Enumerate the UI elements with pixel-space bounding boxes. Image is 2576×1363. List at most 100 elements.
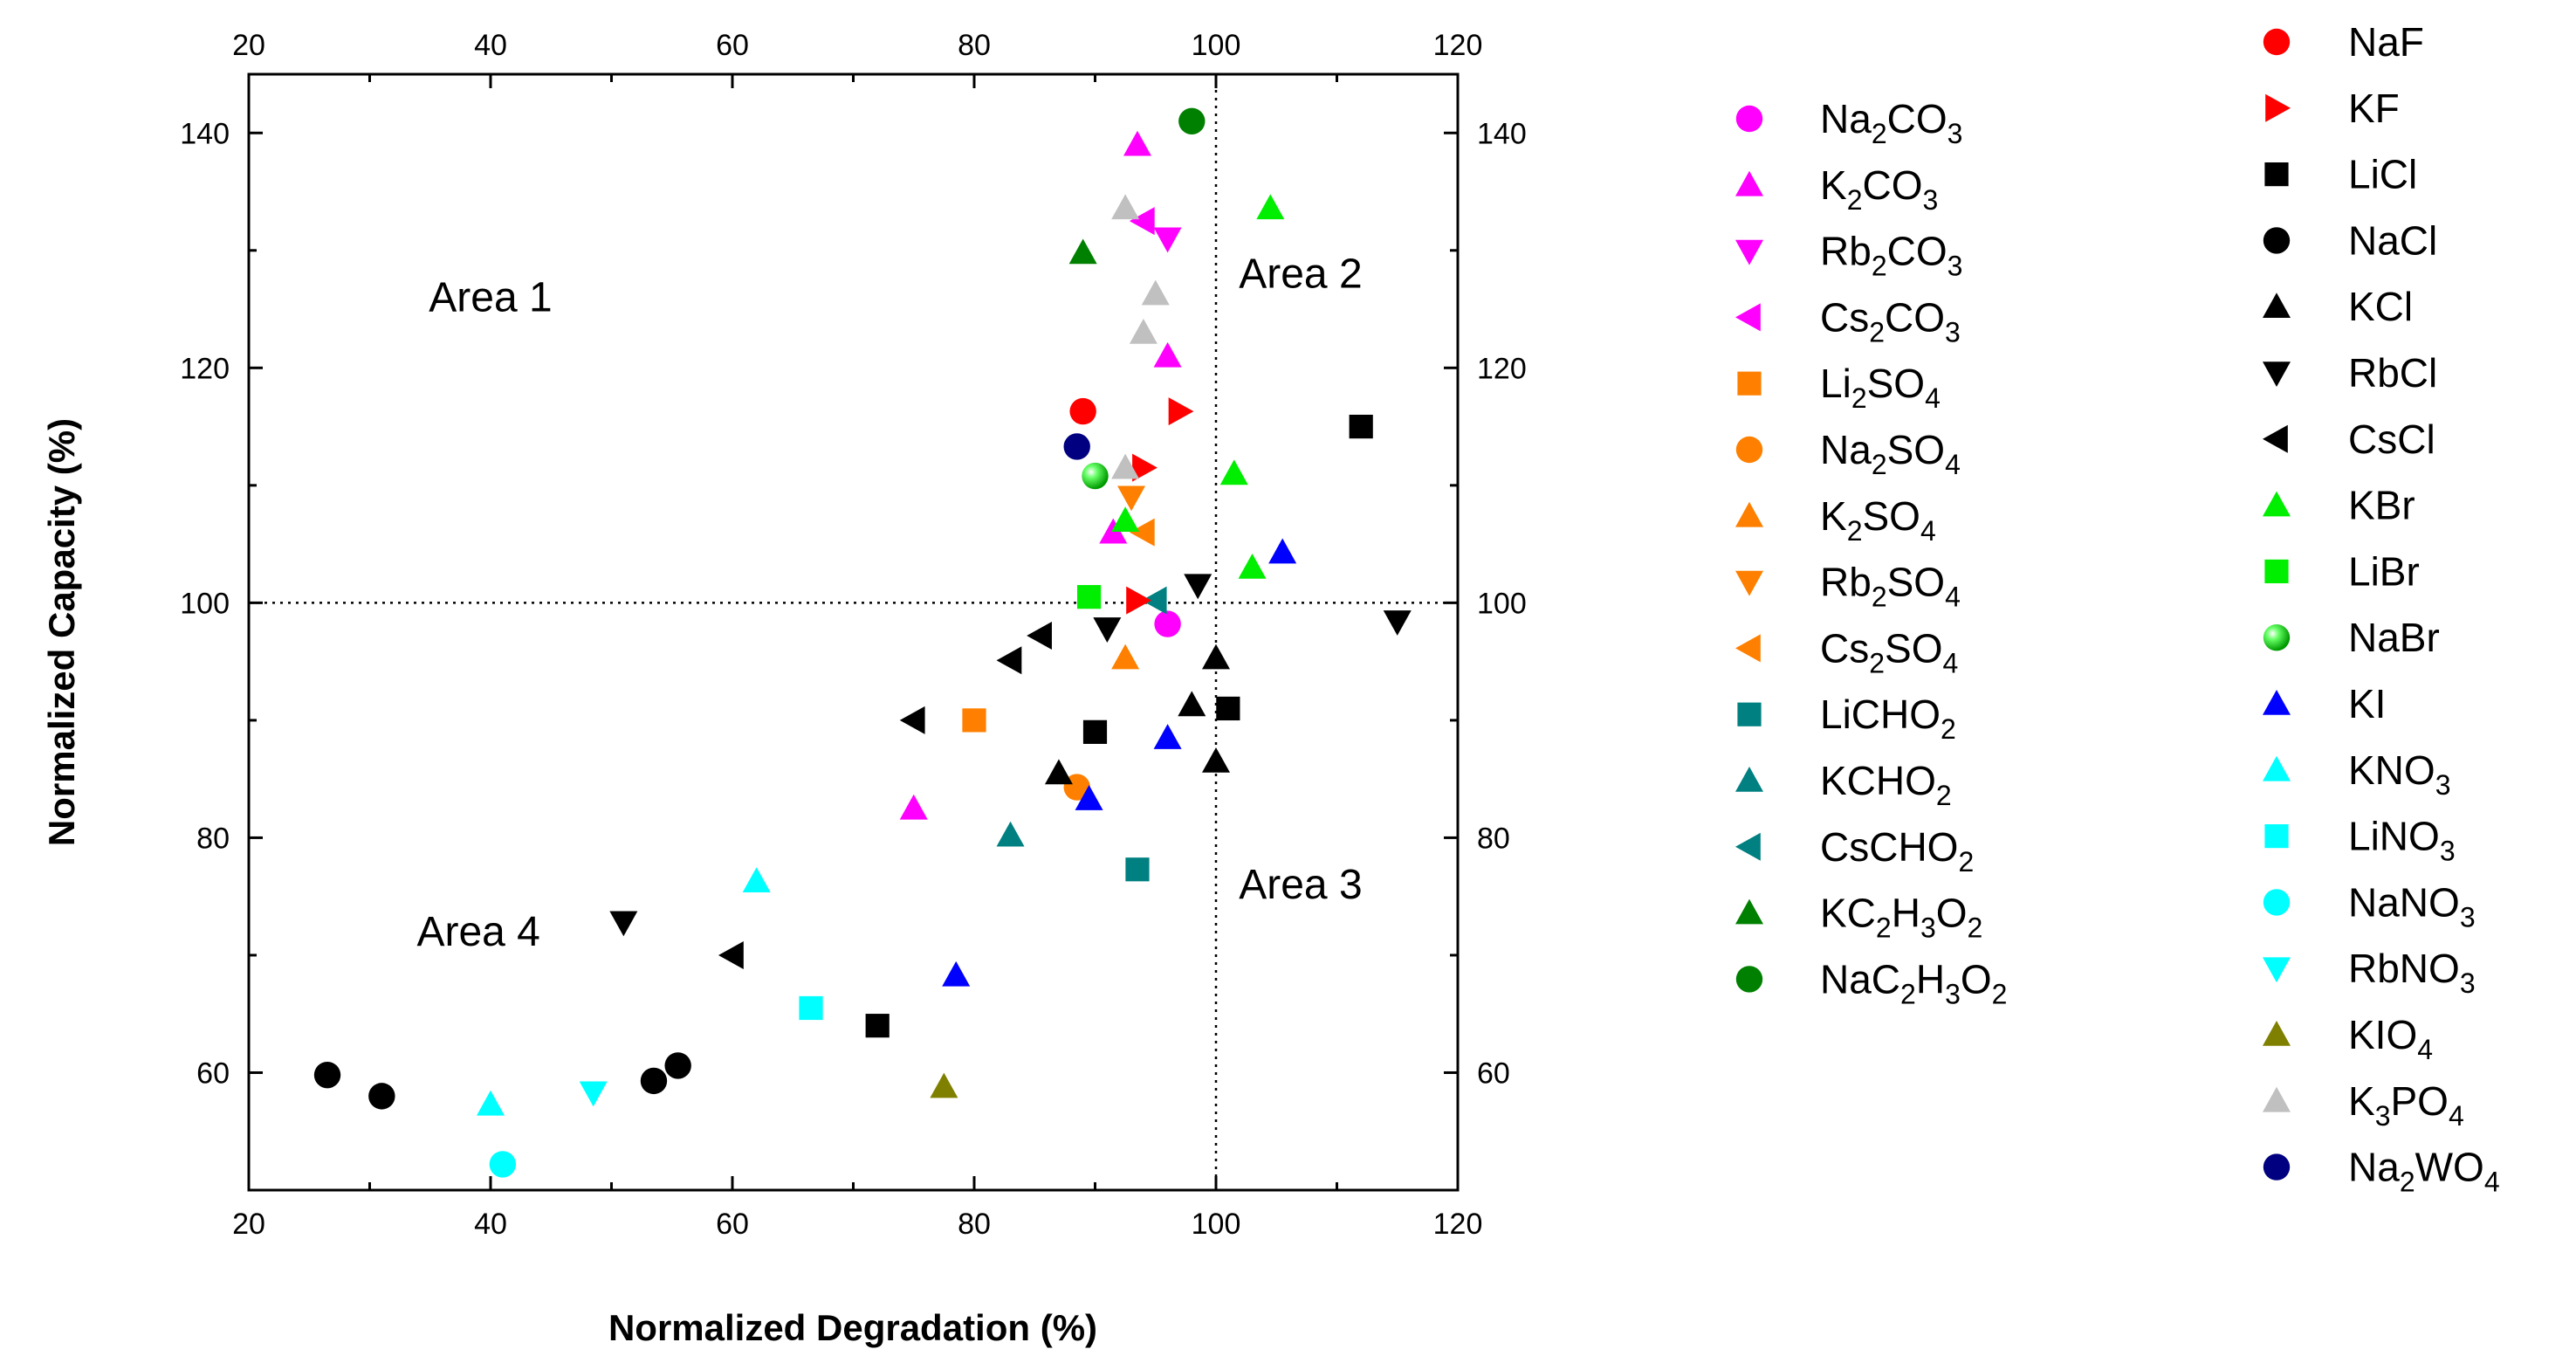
legend-item: KC2H3O2 [1735,891,1982,944]
x-tick-label-top: 60 [716,29,749,62]
data-point [718,940,744,969]
y-axis-title: Normalized Capacity (%) [41,418,82,846]
data-point [1068,238,1097,265]
legend-item: Li2SO4 [1737,361,1941,414]
legend-item: LiCHO2 [1737,692,1956,745]
data-point [1076,585,1102,609]
data-point [1349,414,1373,439]
legend-marker [2264,824,2289,849]
data-point [1256,194,1285,220]
data-point [1111,506,1140,532]
y-tick-label-right: 120 [1477,352,1527,385]
legend-item: KCl [2263,284,2413,329]
data-point [1063,433,1090,460]
y-tick-label-left: 60 [196,1057,230,1090]
legend-item: NaNO3 [2263,879,2476,933]
legend-label: Na2SO4 [1820,427,1961,480]
data-point [1129,518,1155,547]
area-label: Area 2 [1239,251,1362,298]
legend-marker [2263,424,2288,453]
data-point [609,911,638,937]
data-point [1178,691,1206,717]
x-axis-title: Normalized Degradation (%) [608,1307,1097,1348]
legend-marker [2263,227,2291,254]
legend-item: NaF [2263,19,2424,65]
data-point [1141,586,1167,615]
data-point [313,1061,341,1089]
legend-marker [2263,1086,2291,1112]
legend-item: Cs2SO4 [1735,625,1958,678]
x-tick-label-bottom: 120 [1433,1208,1483,1241]
legend-item: NaCl [2263,217,2437,263]
legend-label: KIO4 [2348,1012,2433,1065]
data-point [664,1052,691,1079]
legend-marker [2263,1021,2291,1046]
data-point [1219,459,1248,485]
legend-marker [2263,624,2291,651]
legend-label: LiNO3 [2348,814,2456,867]
area-label: Area 4 [416,909,539,955]
data-point [1168,397,1194,426]
legend-item: Na2SO4 [1735,427,1961,480]
legend-label: K2CO3 [1820,162,1938,216]
legend-label: Rb2SO4 [1820,560,1961,613]
data-point [1129,318,1157,344]
data-point [930,1072,958,1098]
data-point [368,1083,395,1110]
data-point [1202,747,1230,773]
legend-item: K2CO3 [1735,162,1938,216]
legend-label: NaF [2348,19,2424,65]
x-tick-label-top: 40 [474,29,507,62]
legend-label: K2SO4 [1820,493,1936,547]
legend-item: LiNO3 [2264,814,2456,867]
data-point [996,646,1022,675]
data-point [1082,462,1109,490]
data-point [1125,857,1150,882]
legend-item: NaBr [2263,615,2440,660]
data-point [1216,696,1240,721]
data-point [865,1014,890,1038]
legend-label: LiCHO2 [1820,692,1956,745]
legend-item: LiCl [2264,152,2417,197]
legend-marker [1735,898,1763,925]
data-point [799,995,823,1021]
legend-item: Rb2CO3 [1735,229,1962,282]
data-point [1093,617,1122,643]
axis-ticks [247,74,1460,1192]
legend-label: LiBr [2348,548,2420,594]
data-point [1132,453,1157,482]
legend-label: KBr [2348,483,2415,528]
legend: Na2CO3 K2CO3 Rb2CO3 Cs2CO3 Li2SO4 Na2SO4 K2SO4… [1735,19,2500,1198]
data-point [1123,130,1151,156]
legend-item: KIO4 [2263,1012,2433,1065]
legend-marker [1735,170,1763,196]
x-tick-label-bottom: 80 [958,1208,991,1241]
data-point [742,867,771,892]
legend-marker [2263,293,2291,318]
data-point [1268,538,1297,564]
data-point [1111,194,1140,220]
data-point [1117,485,1146,512]
legend-item: K3PO4 [2263,1078,2464,1132]
legend-label: RbCl [2348,350,2437,396]
data-point [489,1151,517,1178]
legend-label: Cs2SO4 [1820,625,1958,678]
data-point [1202,644,1230,670]
legend-marker [2263,957,2291,983]
area-labels: Area 1 Area 2 Area 3 Area 4 [416,251,1362,955]
legend-label: Na2WO4 [2348,1145,2500,1198]
legend-label: NaCl [2348,217,2437,263]
legend-label: LiCl [2348,152,2417,197]
y-tick-label-right: 60 [1477,1057,1510,1090]
legend-item: RbNO3 [2263,946,2476,999]
legend-label: Cs2CO3 [1820,294,1961,348]
legend-label: KNO3 [2348,747,2450,801]
data-point [1154,610,1181,637]
legend-label: KCHO2 [1820,758,1952,811]
legend-marker [1735,966,1763,993]
y-tick-label-left: 80 [196,822,230,855]
legend-item: CsCHO2 [1735,824,1974,878]
legend-item: KF [2265,86,2400,131]
data-point [1129,207,1155,236]
x-tick-label-top: 80 [958,29,991,62]
